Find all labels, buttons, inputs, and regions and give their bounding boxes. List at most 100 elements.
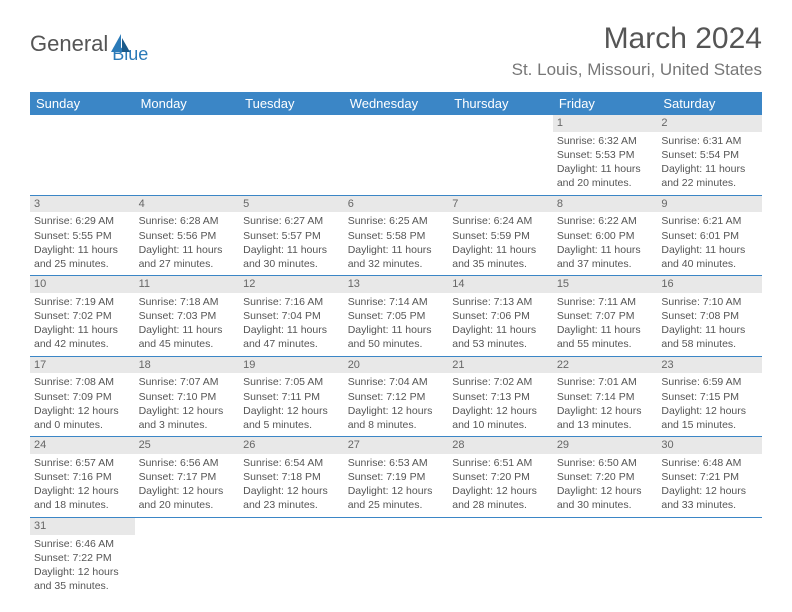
day-number-cell: 22 (553, 356, 658, 373)
day-number-cell: 28 (448, 437, 553, 454)
day-number-cell: 3 (30, 195, 135, 212)
detail-row: Sunrise: 6:46 AMSunset: 7:22 PMDaylight:… (30, 535, 762, 598)
daylight-text-1: Daylight: 12 hours (557, 404, 654, 418)
sunset-text: Sunset: 5:55 PM (34, 229, 131, 243)
daylight-text-2: and 47 minutes. (243, 337, 340, 351)
sunrise-text: Sunrise: 6:50 AM (557, 456, 654, 470)
daylight-text-1: Daylight: 11 hours (452, 323, 549, 337)
daylight-text-2: and 13 minutes. (557, 418, 654, 432)
daylight-text-2: and 5 minutes. (243, 418, 340, 432)
sunset-text: Sunset: 7:06 PM (452, 309, 549, 323)
sunset-text: Sunset: 7:05 PM (348, 309, 445, 323)
daylight-text-1: Daylight: 12 hours (34, 565, 131, 579)
sunrise-text: Sunrise: 6:31 AM (661, 134, 758, 148)
daylight-text-2: and 42 minutes. (34, 337, 131, 351)
day-detail-cell: Sunrise: 7:10 AMSunset: 7:08 PMDaylight:… (657, 293, 762, 356)
day-detail-cell (448, 132, 553, 195)
day-number-cell: 16 (657, 276, 762, 293)
day-number-cell: 2 (657, 115, 762, 132)
sunset-text: Sunset: 7:18 PM (243, 470, 340, 484)
day-number-cell: 24 (30, 437, 135, 454)
day-detail-cell (657, 535, 762, 598)
daylight-text-1: Daylight: 11 hours (34, 323, 131, 337)
daylight-text-1: Daylight: 11 hours (557, 323, 654, 337)
day-number-cell: 31 (30, 517, 135, 534)
daylight-text-1: Daylight: 12 hours (34, 484, 131, 498)
daylight-text-1: Daylight: 12 hours (243, 404, 340, 418)
day-number-cell: 21 (448, 356, 553, 373)
weekday-header-row: SundayMondayTuesdayWednesdayThursdayFrid… (30, 92, 762, 115)
sunset-text: Sunset: 7:21 PM (661, 470, 758, 484)
day-number-cell (135, 517, 240, 534)
day-number-cell: 30 (657, 437, 762, 454)
day-detail-cell: Sunrise: 6:57 AMSunset: 7:16 PMDaylight:… (30, 454, 135, 517)
day-detail-cell: Sunrise: 6:46 AMSunset: 7:22 PMDaylight:… (30, 535, 135, 598)
sunset-text: Sunset: 6:01 PM (661, 229, 758, 243)
daylight-text-1: Daylight: 12 hours (557, 484, 654, 498)
sunrise-text: Sunrise: 6:22 AM (557, 214, 654, 228)
day-number-cell: 23 (657, 356, 762, 373)
sunrise-text: Sunrise: 6:48 AM (661, 456, 758, 470)
sunrise-text: Sunrise: 6:57 AM (34, 456, 131, 470)
daylight-text-1: Daylight: 11 hours (661, 162, 758, 176)
daylight-text-1: Daylight: 11 hours (139, 243, 236, 257)
day-detail-cell: Sunrise: 6:25 AMSunset: 5:58 PMDaylight:… (344, 212, 449, 275)
day-detail-cell: Sunrise: 7:07 AMSunset: 7:10 PMDaylight:… (135, 373, 240, 436)
day-number-cell: 17 (30, 356, 135, 373)
daylight-text-1: Daylight: 12 hours (139, 404, 236, 418)
sunset-text: Sunset: 7:09 PM (34, 390, 131, 404)
sunset-text: Sunset: 7:07 PM (557, 309, 654, 323)
daylight-text-1: Daylight: 11 hours (243, 243, 340, 257)
day-number-cell: 10 (30, 276, 135, 293)
sunrise-text: Sunrise: 7:04 AM (348, 375, 445, 389)
sunrise-text: Sunrise: 6:53 AM (348, 456, 445, 470)
day-detail-cell: Sunrise: 6:22 AMSunset: 6:00 PMDaylight:… (553, 212, 658, 275)
day-detail-cell (344, 535, 449, 598)
day-detail-cell (553, 535, 658, 598)
day-number-cell: 14 (448, 276, 553, 293)
sunset-text: Sunset: 5:59 PM (452, 229, 549, 243)
day-detail-cell: Sunrise: 7:11 AMSunset: 7:07 PMDaylight:… (553, 293, 658, 356)
day-detail-cell: Sunrise: 6:28 AMSunset: 5:56 PMDaylight:… (135, 212, 240, 275)
day-detail-cell (344, 132, 449, 195)
day-number-cell (657, 517, 762, 534)
daylight-text-1: Daylight: 11 hours (139, 323, 236, 337)
daylight-text-1: Daylight: 11 hours (348, 243, 445, 257)
daynum-row: 10111213141516 (30, 276, 762, 293)
daylight-text-1: Daylight: 12 hours (139, 484, 236, 498)
day-number-cell: 5 (239, 195, 344, 212)
daylight-text-2: and 0 minutes. (34, 418, 131, 432)
day-number-cell: 1 (553, 115, 658, 132)
header: General Blue March 2024 St. Louis, Misso… (30, 22, 762, 80)
day-detail-cell: Sunrise: 6:31 AMSunset: 5:54 PMDaylight:… (657, 132, 762, 195)
day-number-cell: 18 (135, 356, 240, 373)
daylight-text-1: Daylight: 12 hours (661, 404, 758, 418)
day-number-cell: 9 (657, 195, 762, 212)
sunset-text: Sunset: 5:53 PM (557, 148, 654, 162)
sunset-text: Sunset: 7:20 PM (557, 470, 654, 484)
sunrise-text: Sunrise: 7:08 AM (34, 375, 131, 389)
day-number-cell (448, 517, 553, 534)
day-detail-cell (135, 535, 240, 598)
detail-row: Sunrise: 7:19 AMSunset: 7:02 PMDaylight:… (30, 293, 762, 356)
sunrise-text: Sunrise: 6:25 AM (348, 214, 445, 228)
logo-text-general: General (30, 31, 108, 57)
sunrise-text: Sunrise: 6:56 AM (139, 456, 236, 470)
daylight-text-1: Daylight: 11 hours (661, 243, 758, 257)
daylight-text-1: Daylight: 11 hours (452, 243, 549, 257)
sunrise-text: Sunrise: 7:01 AM (557, 375, 654, 389)
daylight-text-2: and 28 minutes. (452, 498, 549, 512)
daylight-text-1: Daylight: 12 hours (348, 404, 445, 418)
day-number-cell: 19 (239, 356, 344, 373)
daynum-row: 12 (30, 115, 762, 132)
sunset-text: Sunset: 5:58 PM (348, 229, 445, 243)
daylight-text-2: and 8 minutes. (348, 418, 445, 432)
daylight-text-2: and 15 minutes. (661, 418, 758, 432)
sunset-text: Sunset: 7:02 PM (34, 309, 131, 323)
daylight-text-1: Daylight: 11 hours (348, 323, 445, 337)
day-detail-cell: Sunrise: 7:08 AMSunset: 7:09 PMDaylight:… (30, 373, 135, 436)
daylight-text-2: and 20 minutes. (139, 498, 236, 512)
sunset-text: Sunset: 5:56 PM (139, 229, 236, 243)
sunrise-text: Sunrise: 6:29 AM (34, 214, 131, 228)
sunrise-text: Sunrise: 7:05 AM (243, 375, 340, 389)
